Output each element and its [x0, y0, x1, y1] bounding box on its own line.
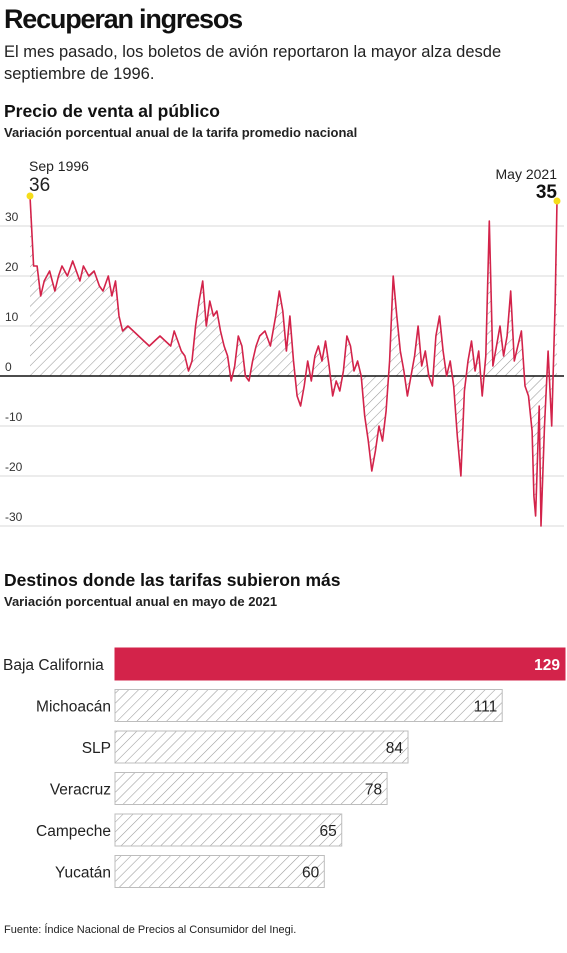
y-tick-label: 30 — [5, 210, 19, 224]
value-label: 65 — [319, 823, 336, 840]
value-label: 129 — [534, 657, 560, 674]
line-chart-title: Precio de venta al público — [4, 101, 220, 121]
value-label: 78 — [365, 782, 382, 799]
bar-chart-title: Destinos donde las tarifas subieron más — [4, 570, 341, 590]
category-label: SLP — [82, 740, 111, 757]
bar — [114, 813, 343, 847]
bar — [114, 772, 388, 805]
start-point-marker — [26, 192, 34, 200]
category-label: Yucatán — [55, 865, 111, 882]
bar-chart-subtitle: Variación porcentual anual en mayo de 20… — [4, 594, 278, 609]
y-tick-label: 10 — [5, 310, 19, 324]
y-tick-label: 20 — [5, 260, 19, 274]
end-annotation-date: May 2021 — [496, 166, 558, 182]
category-label: Baja California — [3, 657, 104, 674]
bar — [114, 730, 409, 764]
bar — [114, 689, 503, 722]
bar — [114, 647, 566, 681]
line-chart-subtitle: Variación porcentual anual de la tarifa … — [4, 125, 358, 140]
y-tick-label: -10 — [5, 410, 23, 424]
value-label: 84 — [386, 740, 404, 757]
subheadline: El mes pasado, los boletos de avión repo… — [4, 43, 502, 83]
source-note: Fuente: Índice Nacional de Precios al Co… — [4, 924, 297, 936]
bar-chart: Baja California 129 Michoacán 111 SLP 84 Verac… — [3, 647, 566, 888]
end-annotation-value: 35 — [536, 182, 558, 203]
bar — [114, 855, 325, 888]
headline: Recuperan ingresos — [4, 4, 243, 34]
y-tick-label: -30 — [5, 510, 23, 524]
start-annotation-date: Sep 1996 — [29, 158, 89, 174]
value-label: 111 — [474, 699, 498, 716]
y-tick-label: 0 — [5, 360, 12, 374]
category-label: Veracruz — [50, 782, 111, 799]
start-annotation-value: 36 — [29, 175, 50, 196]
y-tick-label: -20 — [5, 460, 23, 474]
series-line — [29, 195, 558, 527]
category-label: Campeche — [36, 823, 111, 840]
end-point-marker — [553, 197, 561, 205]
value-label: 60 — [302, 865, 320, 882]
category-label: Michoacán — [36, 699, 111, 716]
